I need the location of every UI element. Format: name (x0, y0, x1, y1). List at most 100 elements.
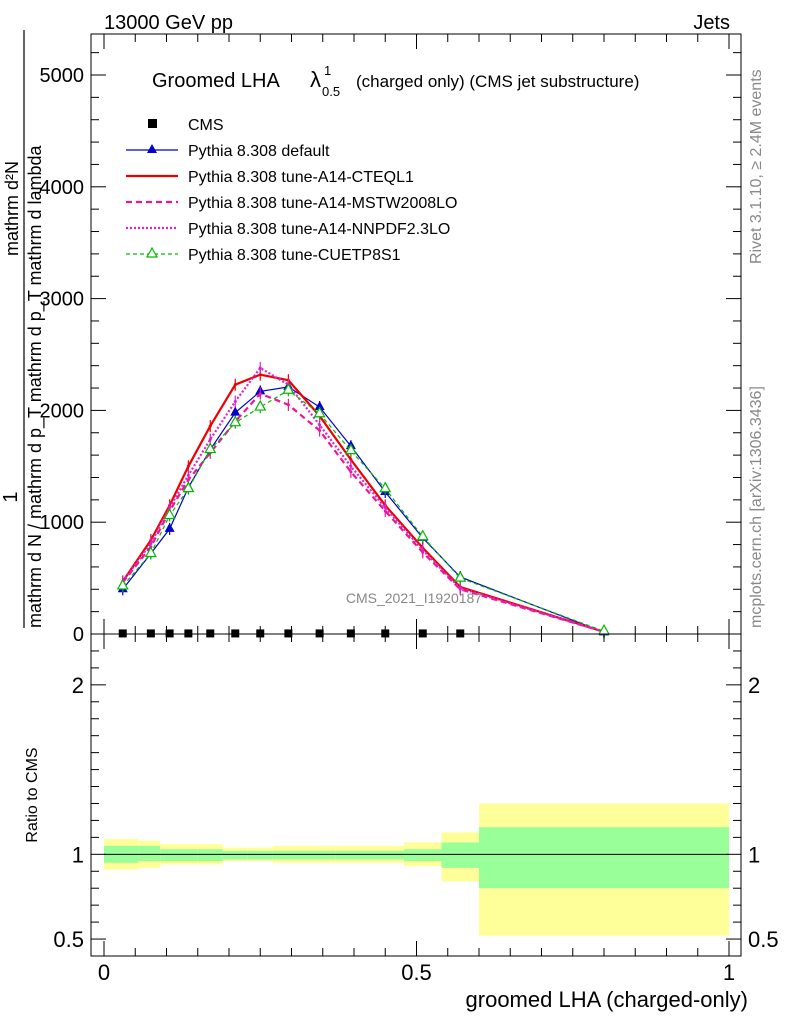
series-point (229, 415, 242, 427)
cms-point (165, 629, 174, 638)
title-rest: (charged only) (CMS jet substructure) (356, 72, 639, 91)
ratio-bands (104, 803, 729, 936)
ratio-ytick-label: 0.5 (53, 927, 84, 952)
xlabel: groomed LHA (charged-only) (466, 987, 748, 1012)
series-point (258, 373, 262, 377)
cms-point (346, 629, 355, 638)
series-point (144, 546, 157, 558)
ratio-xtick-label: 0 (98, 960, 110, 985)
ratio-band-inner (441, 842, 479, 868)
ratio-ytick-label: 1 (72, 842, 84, 867)
ratio-band-inner (335, 850, 367, 860)
series-point (344, 443, 357, 455)
ratio-ytick-label-right: 0.5 (748, 927, 779, 952)
cms-point (184, 629, 193, 638)
series-point (233, 399, 237, 403)
series-point (416, 529, 429, 541)
series-point (233, 383, 237, 387)
series-point (318, 423, 322, 427)
ratio-band-inner (304, 850, 336, 860)
series-point (258, 366, 262, 370)
series-point (208, 424, 212, 428)
cms-point (231, 629, 240, 638)
ratio-ytick-label-right: 2 (748, 673, 760, 698)
rivet-label: Rivet 3.1.10, ≥ 2.4M events (748, 69, 765, 264)
series-point (458, 586, 462, 590)
ratio-band-inner (404, 849, 442, 862)
ratio-band-inner (366, 850, 404, 860)
series-point (254, 399, 267, 411)
header-right: Jets (693, 12, 730, 34)
series-point (182, 481, 195, 493)
series-point (186, 464, 190, 468)
main-ytick-label: 1000 (40, 512, 85, 534)
ratio-band-inner (197, 849, 223, 862)
cms-point (284, 629, 293, 638)
title-main: Groomed LHA (152, 70, 280, 92)
series-point (383, 506, 387, 510)
cms-point (381, 629, 390, 638)
main-axis-ticks: 0 1000 2000 3000 4000 5000 (40, 34, 741, 646)
legend-label-a14-mstw2008lo: Pythia 8.308 tune-A14-MSTW2008LO (188, 195, 457, 212)
series-point (168, 506, 172, 510)
series-point (116, 578, 129, 590)
series-point (186, 473, 190, 477)
cms-point (418, 629, 427, 638)
series-point (282, 383, 295, 394)
cms-point (256, 629, 265, 638)
legend-label-cuetp8s1: Pythia 8.308 tune-CUETP8S1 (188, 247, 401, 264)
series-line (121, 392, 605, 633)
analysis-watermark: CMS_2021_I1920187 (346, 590, 482, 606)
title-sup: 1 (324, 63, 331, 78)
cms-point (206, 629, 215, 638)
main-series-layer (116, 361, 611, 639)
series-point (258, 392, 262, 396)
series-line (121, 366, 605, 633)
main-ytick-label: 4000 (40, 177, 85, 199)
legend-label-a14-cteql1: Pythia 8.308 tune-A14-CTEQL1 (188, 169, 414, 186)
legend-item-cuetp8s1: Pythia 8.308 tune-CUETP8S1 (126, 246, 401, 264)
title-sub: 0.5 (322, 84, 340, 99)
series-line (122, 386, 605, 633)
main-ytick-label: 2000 (40, 400, 85, 422)
series-point (163, 508, 176, 520)
series-point (454, 570, 467, 582)
legend-item-a14-cteql1: Pythia 8.308 tune-A14-CTEQL1 (126, 169, 414, 186)
series-point (349, 458, 353, 462)
series-point (314, 401, 325, 411)
cms-point (118, 629, 127, 638)
legend-label-cms: CMS (188, 117, 224, 134)
series-point (208, 437, 212, 441)
ratio-panel: 0.5 0.5 1 1 2 2 0 0.5 1 (53, 633, 779, 985)
series-point (204, 442, 217, 454)
main-ytick-label: 0 (73, 624, 84, 646)
plot-title: Groomed LHA λ 1 0.5 (charged only) (CMS … (152, 63, 639, 99)
cms-data-points (118, 629, 465, 638)
legend-marker-cuetp8s1 (145, 246, 159, 258)
legend: CMS Pythia 8.308 default Pythia 8.308 tu… (126, 117, 457, 264)
ratio-axis-ticks: 0.5 0.5 1 1 2 2 0 0.5 1 (53, 634, 779, 985)
ratio-band-inner (222, 850, 248, 860)
cms-point (456, 629, 465, 638)
ratio-band-inner (479, 827, 729, 889)
main-ylabel-denominator: mathrm d N / mathrm d p_T mathrm d p_T m… (25, 145, 46, 628)
series-point (230, 406, 241, 416)
ratio-xtick-label: 0.5 (401, 960, 432, 985)
title-symbol: λ (310, 67, 321, 92)
ratio-band-inner (272, 850, 304, 860)
legend-label-default: Pythia 8.308 default (188, 143, 330, 160)
ratio-ytick-label-right: 1 (748, 842, 760, 867)
series-line (122, 389, 605, 632)
legend-item-a14-nnpdf23lo: Pythia 8.308 tune-A14-NNPDF2.3LO (126, 221, 450, 238)
legend-item-a14-mstw2008lo: Pythia 8.308 tune-A14-MSTW2008LO (126, 195, 457, 212)
main-ylabel-numerator: 1 (0, 491, 22, 502)
ratio-ytick-label: 2 (72, 673, 84, 698)
header-left: 13000 GeV pp (104, 12, 233, 34)
ratio-band-inner (160, 849, 179, 862)
ratio-band-inner (179, 849, 198, 862)
legend-marker-default (147, 144, 157, 153)
series-point (149, 541, 153, 545)
legend-item-cms: CMS (148, 117, 224, 134)
series-line (121, 373, 605, 633)
